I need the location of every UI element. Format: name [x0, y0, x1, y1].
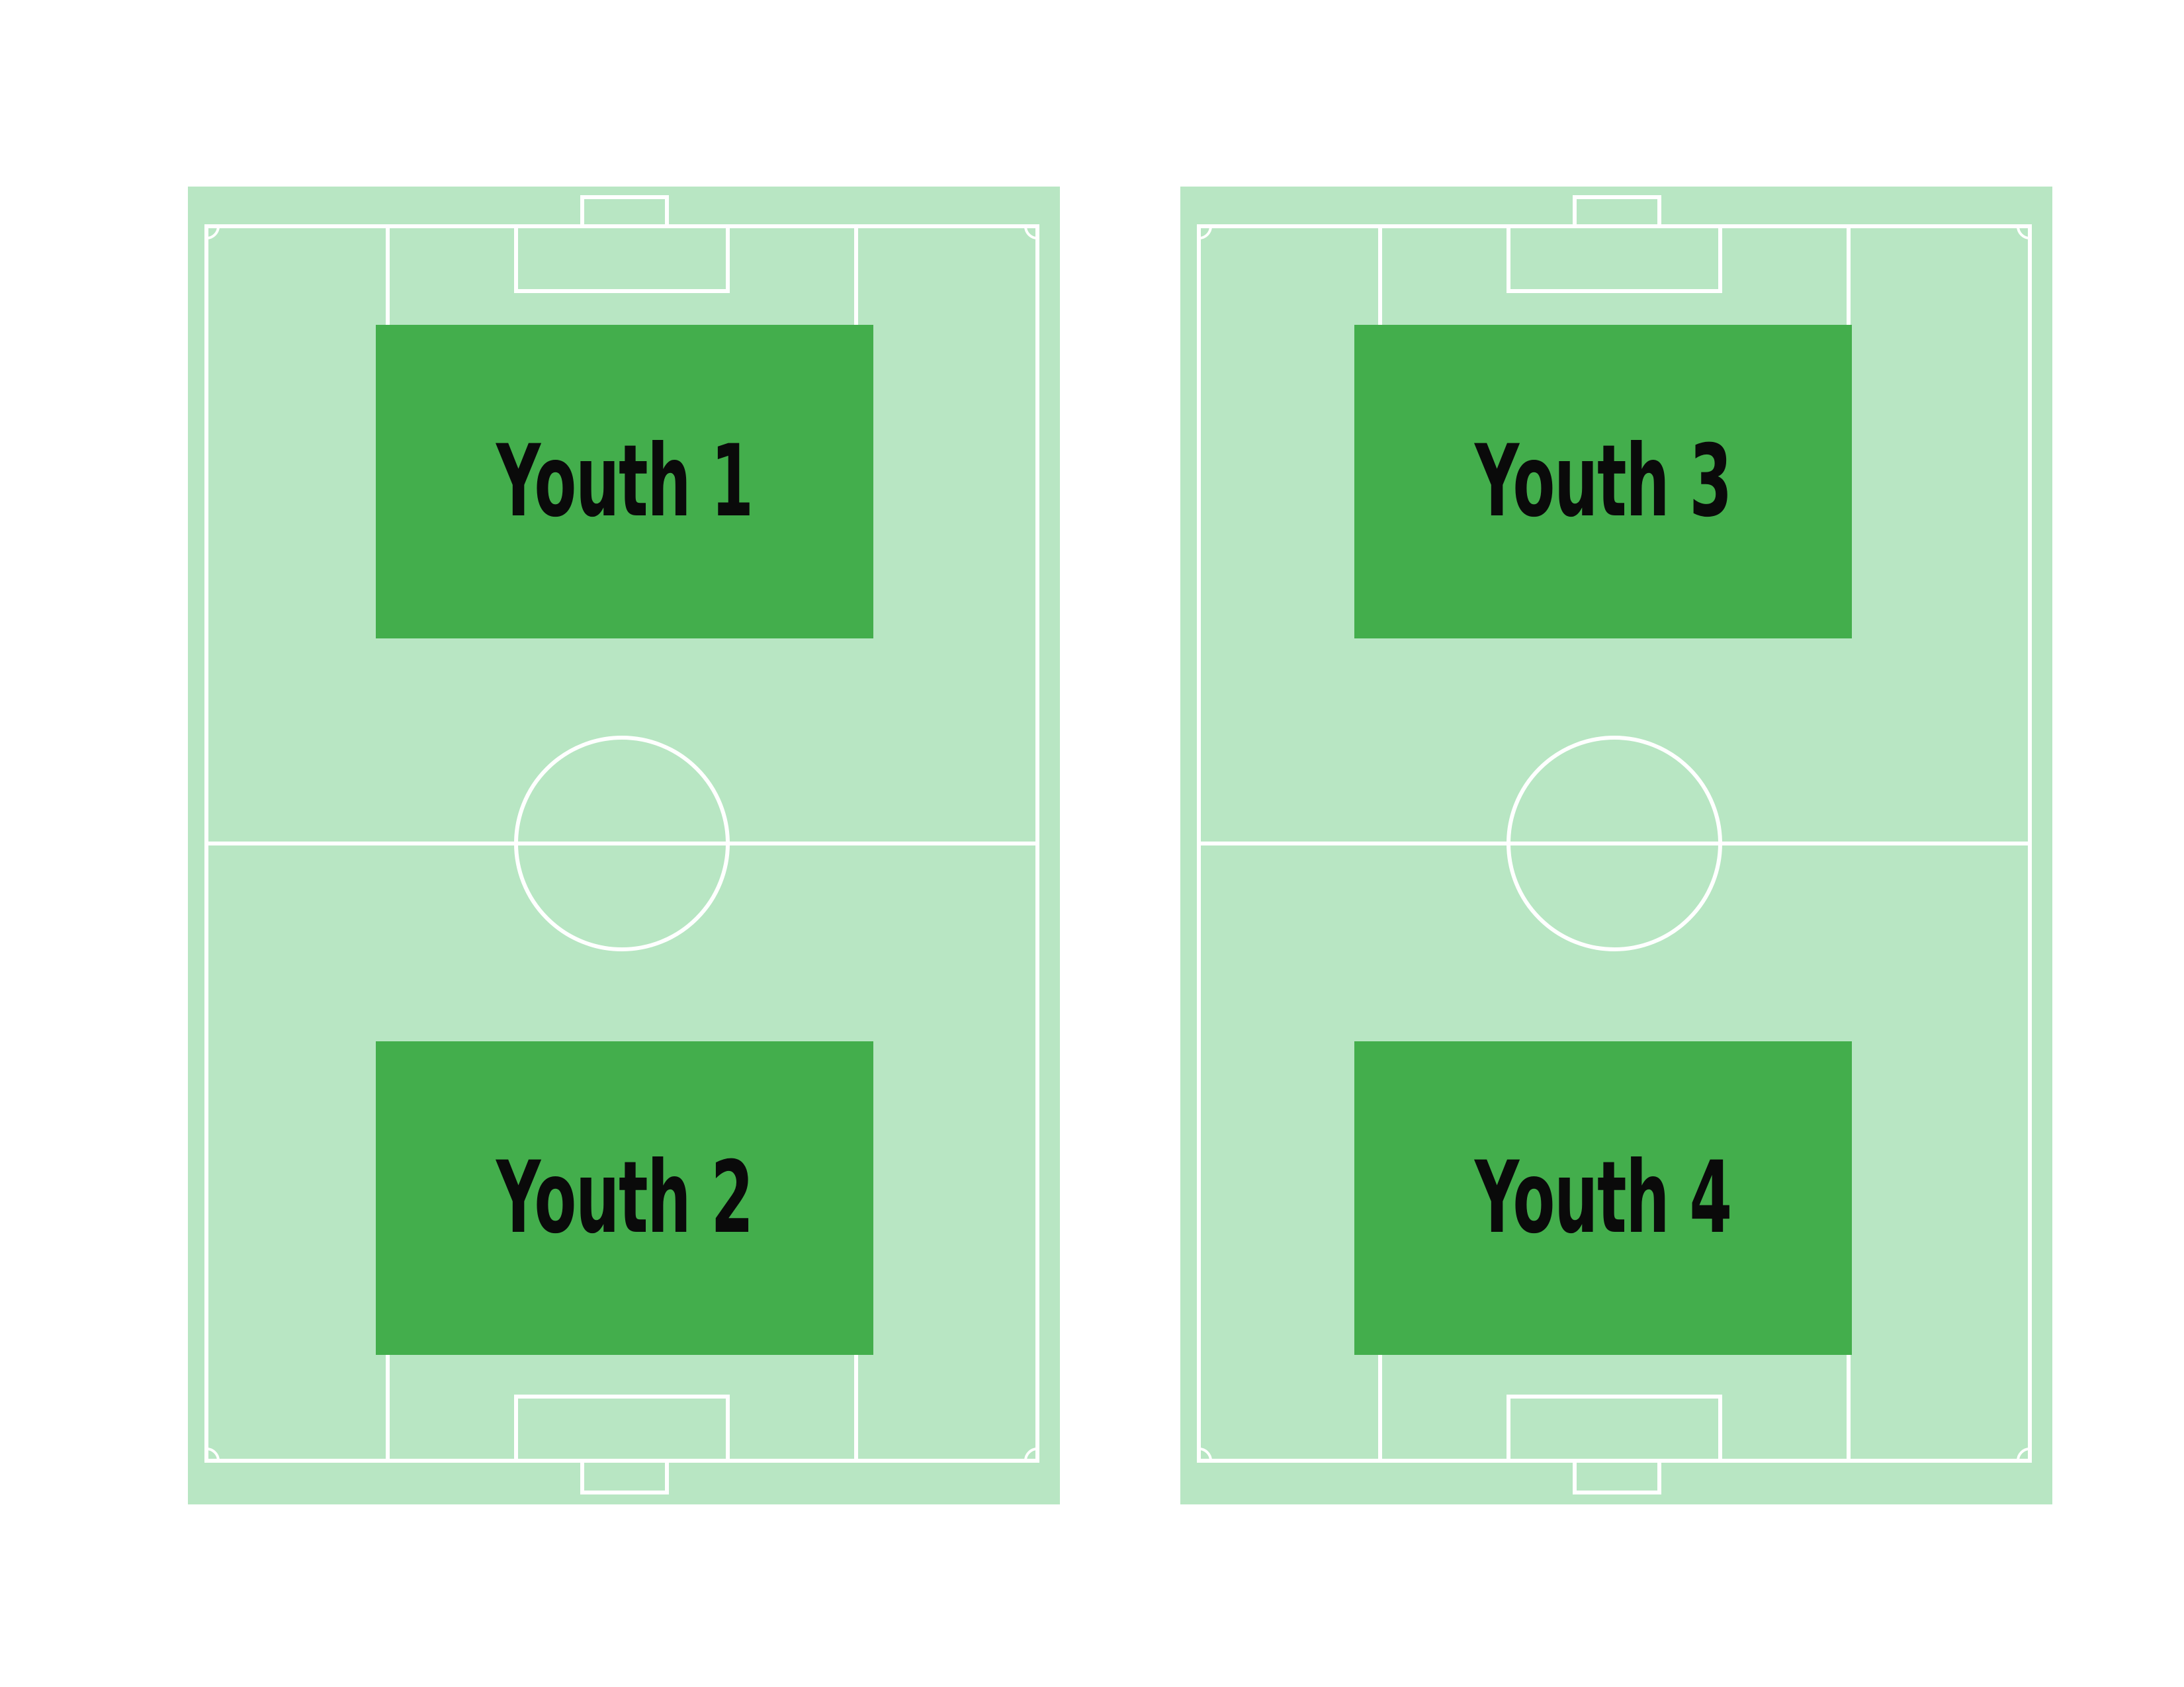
corner-arc-top-right [2017, 226, 2031, 239]
bottom-goal [580, 1461, 669, 1494]
zone-fill-top [376, 325, 873, 638]
top-goal [580, 195, 669, 226]
corner-arc-top-left [1198, 226, 1212, 239]
corner-arc-bottom-left [1198, 1448, 1212, 1461]
zone-fill-bottom [1354, 1041, 1852, 1355]
bottom-goal [1573, 1461, 1661, 1494]
youth-zone[interactable]: Youth 3 [1354, 325, 1852, 638]
center-circle [1507, 736, 1722, 951]
youth-zone[interactable]: Youth 2 [376, 1041, 873, 1355]
youth-zone[interactable]: Youth 1 [376, 325, 873, 638]
corner-arc-bottom-left [206, 1448, 220, 1461]
pitch-markings [188, 187, 1060, 1504]
corner-arc-top-right [1024, 226, 1038, 239]
zone-fill-top [1354, 325, 1852, 638]
pitch-markings [1180, 187, 2052, 1504]
bottom-goal-area [514, 1395, 730, 1463]
center-circle [514, 736, 730, 951]
corner-arc-bottom-right [2017, 1448, 2031, 1461]
zone-fill-bottom [376, 1041, 873, 1355]
bottom-goal-area [1507, 1395, 1722, 1463]
pitch-lines [204, 195, 1039, 1494]
soccer-pitch-right: Youth 3 Youth 4 [1180, 187, 2052, 1504]
youth-zone-label: Youth 3 [1475, 424, 1732, 539]
top-goal-area [514, 224, 730, 293]
top-goal [1573, 195, 1661, 226]
youth-zone-label: Youth 2 [496, 1141, 754, 1256]
pitch-lines [1197, 195, 2032, 1494]
youth-zone-label: Youth 4 [1475, 1141, 1732, 1256]
youth-zone-label: Youth 1 [496, 424, 754, 539]
soccer-pitch-left: Youth 1 Youth 2 [188, 187, 1060, 1504]
youth-zone[interactable]: Youth 4 [1354, 1041, 1852, 1355]
corner-arc-top-left [206, 226, 220, 239]
top-goal-area [1507, 224, 1722, 293]
corner-arc-bottom-right [1024, 1448, 1038, 1461]
